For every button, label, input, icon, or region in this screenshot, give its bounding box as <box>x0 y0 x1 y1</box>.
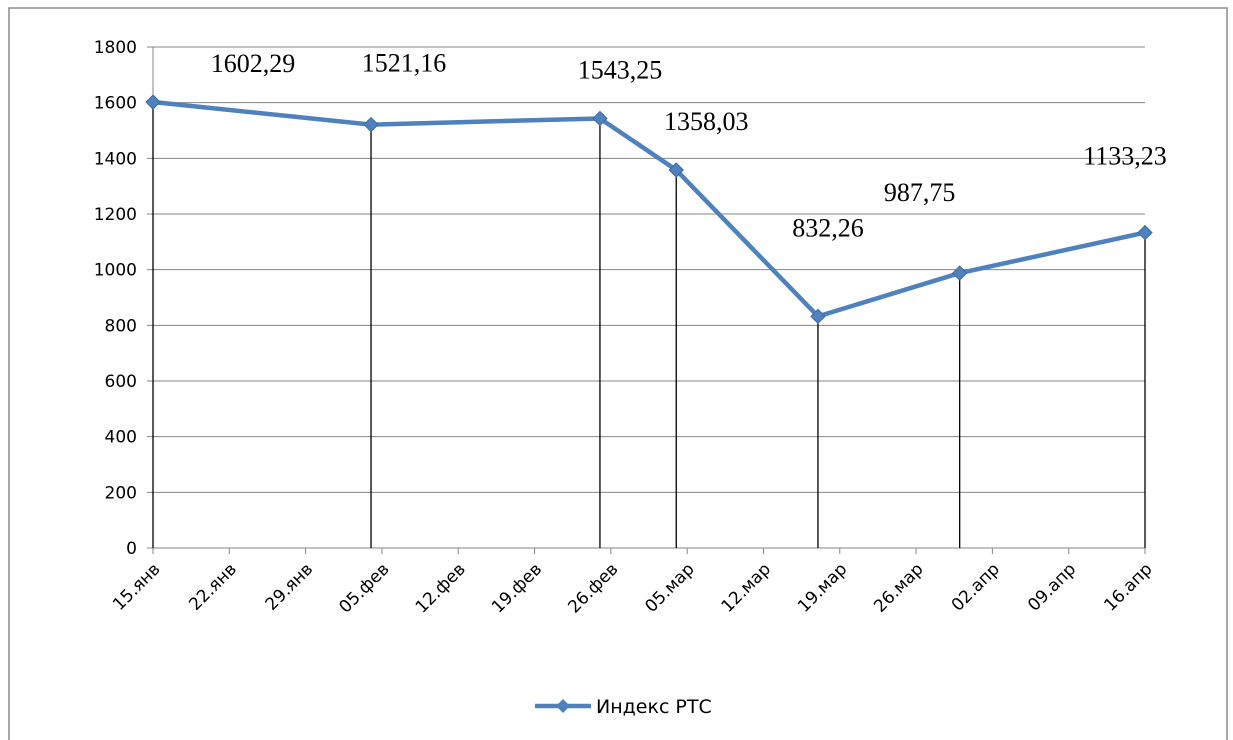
y-tick-label: 600 <box>105 372 137 392</box>
y-tick-label: 1600 <box>94 94 137 114</box>
marker <box>145 94 161 110</box>
data-label: 1358,03 <box>664 107 749 136</box>
y-tick-label: 1400 <box>94 149 137 169</box>
data-label: 1133,23 <box>1083 142 1167 171</box>
marker <box>951 265 968 281</box>
data-label: 1521,16 <box>362 49 447 78</box>
chart-border <box>8 7 1228 740</box>
data-label: 987,75 <box>884 178 956 207</box>
data-label: 832,26 <box>792 213 864 242</box>
y-tick-label: 1000 <box>94 261 137 281</box>
y-tick-label: 800 <box>105 316 137 336</box>
data-label: 1543,25 <box>578 55 663 84</box>
marker <box>363 116 379 133</box>
marker <box>810 308 826 325</box>
y-tick-label: 0 <box>126 539 137 559</box>
legend-marker <box>556 699 570 713</box>
y-tick-label: 200 <box>105 483 137 503</box>
data-label: 1602,29 <box>211 49 296 78</box>
marker <box>1137 224 1153 241</box>
y-tick-label: 1800 <box>94 38 137 58</box>
legend-label: Индекс РТС <box>596 696 712 718</box>
y-tick-label: 400 <box>105 428 137 448</box>
marker <box>668 162 684 178</box>
y-tick-label: 1200 <box>94 205 137 225</box>
marker <box>592 110 608 127</box>
